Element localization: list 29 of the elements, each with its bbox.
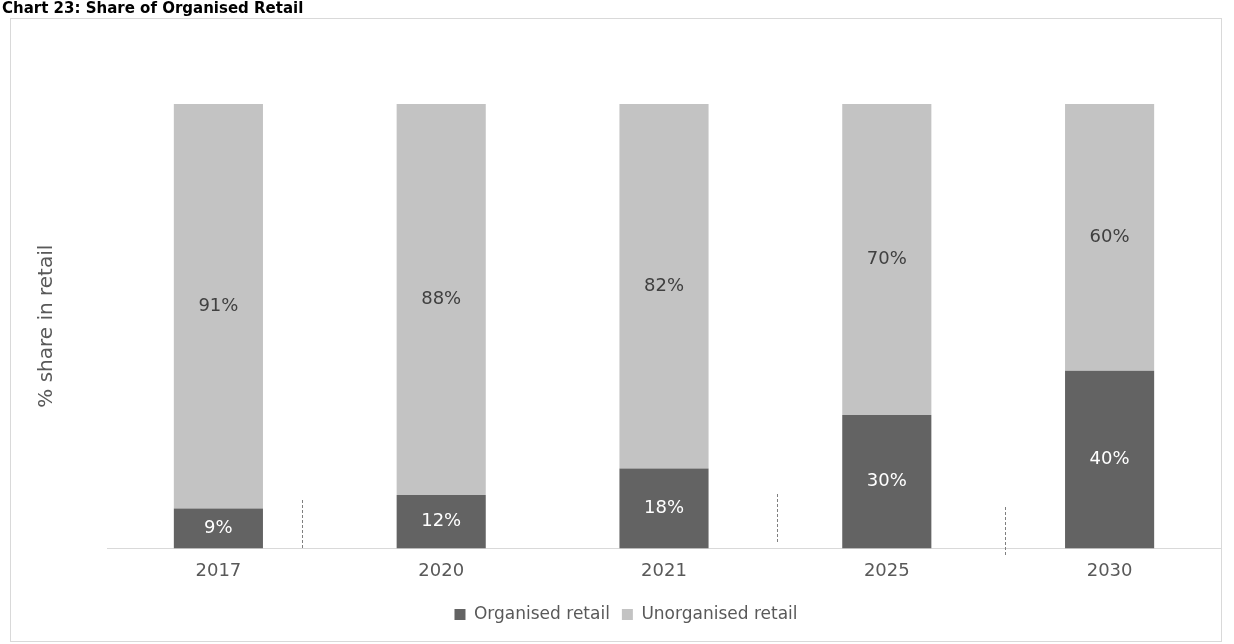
bar (173, 508, 263, 549)
bar (619, 468, 709, 549)
bar (619, 104, 709, 469)
bar (396, 495, 486, 549)
x-tick-label: 2021 (641, 558, 687, 580)
data-label: 60% (1089, 224, 1130, 246)
data-label: 9% (204, 516, 233, 538)
bar (842, 415, 932, 549)
data-label: 12% (421, 509, 462, 531)
data-label: 82% (643, 273, 685, 295)
x-tick-label: 2025 (863, 558, 910, 580)
x-tick-label: 2017 (195, 558, 242, 580)
bar (173, 104, 263, 509)
chart-title: Chart 23: Share of Organised Retail (2, 0, 304, 17)
x-tick-label: 2030 (1086, 558, 1133, 580)
bar (396, 104, 486, 496)
bar (842, 104, 932, 416)
bar (1065, 370, 1155, 549)
data-label: 40% (1089, 447, 1130, 469)
bar (1065, 104, 1155, 371)
data-label: 91% (198, 293, 239, 315)
x-tick-label: 2020 (418, 558, 465, 580)
data-label: 88% (421, 287, 462, 309)
data-label: 18% (643, 496, 685, 518)
legend-label: Organised retail (473, 602, 610, 623)
legend-label: Unorganised retail (641, 602, 798, 623)
data-label: 30% (866, 469, 907, 491)
data-label: 70% (866, 247, 907, 269)
y-axis-title: % share in retail (33, 244, 58, 408)
